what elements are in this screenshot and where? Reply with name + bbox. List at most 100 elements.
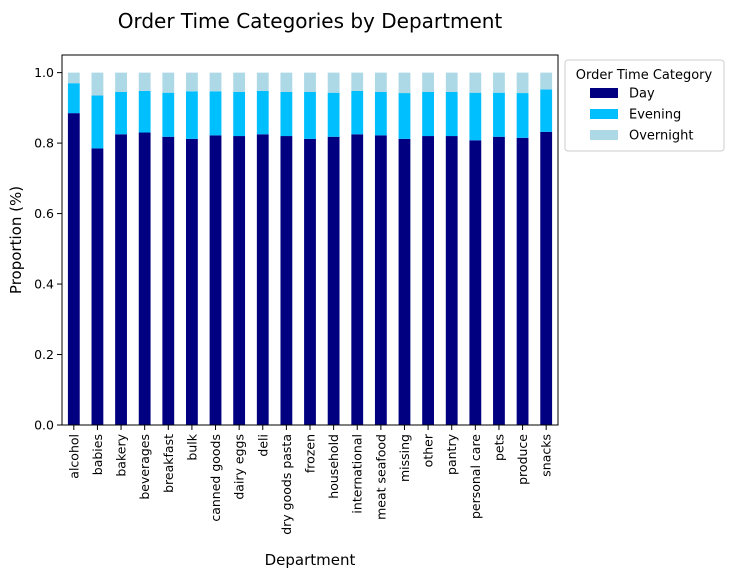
y-tick-label: 0.8 xyxy=(34,136,54,151)
y-axis-label: Proportion (%) xyxy=(7,186,25,294)
bar-day-international xyxy=(351,134,364,426)
bar-overnight-household xyxy=(327,72,340,93)
x-tick-label: snacks xyxy=(539,434,554,477)
plot-area xyxy=(67,72,553,426)
x-tick-label: canned goods xyxy=(208,434,223,522)
legend-swatch-evening xyxy=(590,109,618,119)
bar-evening-household xyxy=(327,92,340,137)
bar-evening-frozen xyxy=(304,92,316,139)
bar-evening-pantry xyxy=(445,92,458,137)
bar-overnight-dry-goods-pasta xyxy=(280,72,293,92)
bar-day-babies xyxy=(91,148,104,425)
bar-evening-snacks xyxy=(540,89,553,132)
x-tick-label: other xyxy=(421,433,436,467)
legend-label-day: Day xyxy=(629,87,655,102)
x-tick-label: frozen xyxy=(303,434,318,473)
x-tick-label: alcohol xyxy=(66,434,81,479)
bar-overnight-alcohol xyxy=(67,72,80,84)
bar-overnight-dairy-eggs xyxy=(233,72,246,92)
legend-items: Day Evening Overnight xyxy=(590,87,693,144)
legend-label-overnight: Overnight xyxy=(629,129,693,144)
x-tick-label: bakery xyxy=(114,433,129,476)
chart-title: Order Time Categories by Department xyxy=(118,9,503,33)
x-tick-label: breakfast xyxy=(161,434,176,493)
bar-evening-missing xyxy=(398,93,411,139)
x-tick-label: bulk xyxy=(184,433,199,460)
legend: Order Time Category Day Evening Overnight xyxy=(564,59,725,152)
bar-overnight-canned-goods xyxy=(209,72,222,92)
bar-evening-deli xyxy=(256,90,269,135)
bar-day-dairy-eggs xyxy=(233,136,246,426)
bar-evening-beverages xyxy=(138,90,151,133)
bar-evening-produce xyxy=(516,93,529,138)
bar-evening-bulk xyxy=(186,91,198,139)
y-tick-label: 0.4 xyxy=(34,277,54,292)
x-tick-label: dairy eggs xyxy=(232,434,247,500)
x-tick-label: pantry xyxy=(444,433,459,475)
x-tick-label: missing xyxy=(397,434,412,482)
x-axis: alcohol babies bakery beverages breakfast bul… xyxy=(66,425,554,535)
bar-overnight-snacks xyxy=(540,72,553,90)
bar-overnight-other xyxy=(422,72,434,92)
bar-day-pantry xyxy=(445,136,458,426)
bar-day-other xyxy=(422,136,434,426)
x-tick-label: meat seafood xyxy=(373,434,388,520)
bar-evening-pets xyxy=(493,92,505,137)
x-tick-label: deli xyxy=(255,434,270,457)
bar-evening-dry-goods-pasta xyxy=(280,92,293,137)
bar-overnight-pets xyxy=(493,72,505,93)
bar-evening-breakfast xyxy=(162,92,175,137)
legend-title: Order Time Category xyxy=(576,68,713,83)
bar-day-meat-seafood xyxy=(374,135,387,426)
bar-overnight-missing xyxy=(398,72,411,94)
bar-day-personal-care xyxy=(469,140,482,425)
bar-overnight-pantry xyxy=(445,72,458,92)
y-tick-label: 0.6 xyxy=(34,206,54,221)
bar-overnight-international xyxy=(351,72,364,91)
bar-overnight-bulk xyxy=(186,72,198,92)
bar-day-frozen xyxy=(304,138,316,425)
bar-evening-international xyxy=(351,90,364,135)
x-tick-label: dry goods pasta xyxy=(279,434,294,535)
bar-overnight-breakfast xyxy=(162,72,175,93)
bar-day-bakery xyxy=(115,134,127,426)
bar-day-snacks xyxy=(540,131,553,426)
bar-day-beverages xyxy=(138,132,151,425)
y-tick-label: 1.0 xyxy=(34,65,54,80)
bar-day-deli xyxy=(256,134,269,426)
y-tick-label: 0.0 xyxy=(34,418,54,433)
x-axis-label: Department xyxy=(265,551,356,569)
x-tick-label: household xyxy=(326,434,341,499)
y-axis: 0.0 0.2 0.4 0.6 0.8 1.0 xyxy=(34,65,62,433)
legend-label-evening: Evening xyxy=(629,108,681,123)
x-tick-label: international xyxy=(350,434,365,514)
bar-evening-canned-goods xyxy=(209,91,222,136)
x-tick-label: pets xyxy=(491,434,506,461)
x-tick-label: beverages xyxy=(137,434,152,500)
bar-day-pets xyxy=(493,136,505,425)
x-tick-label: babies xyxy=(90,434,105,475)
bar-day-dry-goods-pasta xyxy=(280,136,293,426)
bar-evening-personal-care xyxy=(469,92,482,141)
bar-day-canned-goods xyxy=(209,135,222,426)
x-tick-label: personal care xyxy=(468,434,483,519)
bar-day-bulk xyxy=(186,138,198,425)
bar-evening-meat-seafood xyxy=(374,92,387,136)
bar-evening-other xyxy=(422,92,434,137)
bar-overnight-bakery xyxy=(115,72,127,92)
bar-day-breakfast xyxy=(162,136,175,425)
bar-overnight-meat-seafood xyxy=(374,72,387,92)
bar-evening-dairy-eggs xyxy=(233,92,246,137)
bar-evening-alcohol xyxy=(67,83,80,114)
bar-day-alcohol xyxy=(67,113,80,426)
y-tick-label: 0.2 xyxy=(34,347,54,362)
bar-day-produce xyxy=(516,137,529,426)
bar-day-household xyxy=(327,136,340,425)
bar-overnight-personal-care xyxy=(469,72,482,93)
bar-overnight-beverages xyxy=(138,72,151,91)
x-tick-label: produce xyxy=(515,434,530,485)
bar-overnight-produce xyxy=(516,72,529,94)
legend-swatch-day xyxy=(590,88,618,98)
bar-evening-babies xyxy=(91,95,104,149)
